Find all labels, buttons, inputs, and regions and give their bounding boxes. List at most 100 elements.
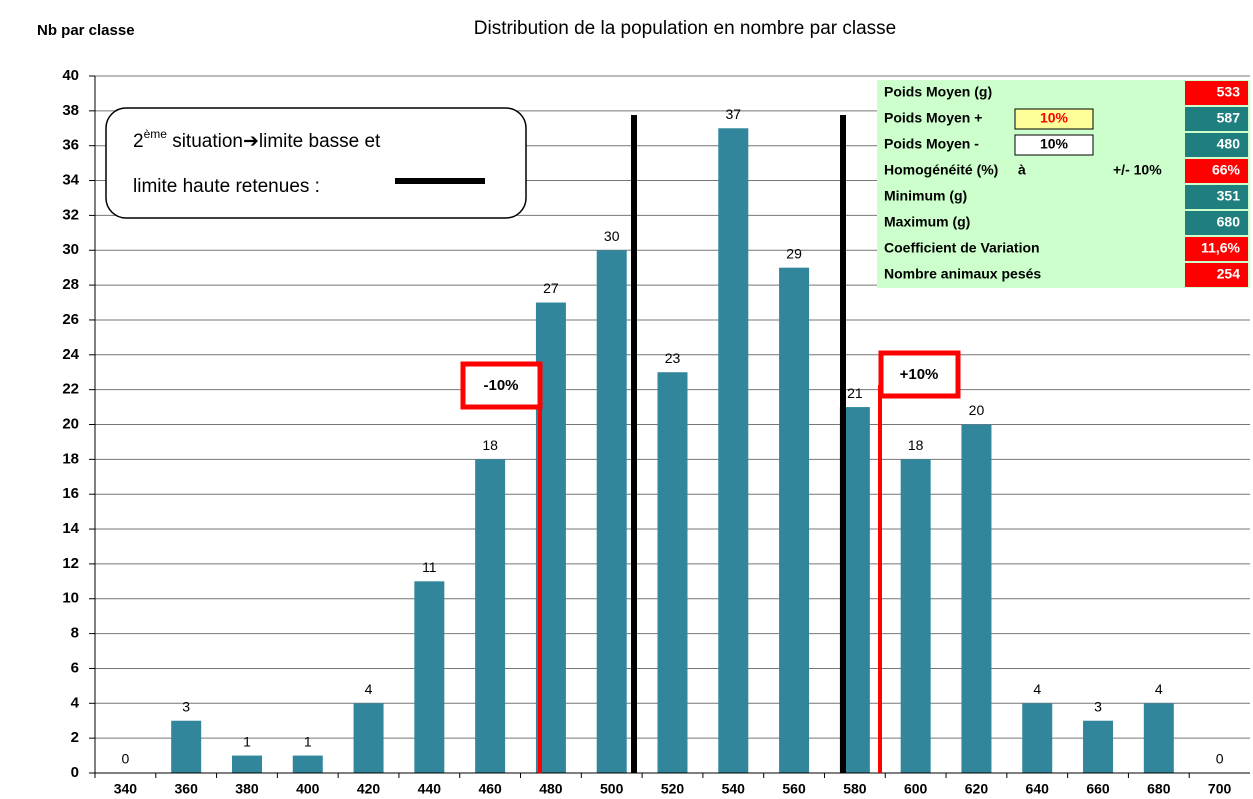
table-value: 533 (1217, 84, 1241, 100)
x-tick-label: 420 (357, 781, 381, 797)
data-label: 20 (969, 402, 985, 418)
data-label: 4 (365, 681, 373, 697)
x-tick-label: 680 (1147, 781, 1171, 797)
limit-label: +10% (900, 366, 939, 383)
table-value: 587 (1217, 110, 1241, 126)
data-label: 0 (121, 751, 129, 767)
callout-part: situation (167, 131, 243, 152)
table-box (1014, 108, 1094, 130)
data-label: 0 (1216, 751, 1224, 767)
bar (718, 128, 749, 773)
table-label: Maximum (g) (884, 214, 970, 230)
table-text: à (1018, 162, 1026, 178)
y-tick-label: 20 (62, 415, 79, 432)
x-tick-label: 580 (843, 781, 867, 797)
y-tick-label: 36 (62, 137, 79, 154)
x-tick-label: 560 (782, 781, 806, 797)
y-tick-label: 10 (62, 590, 79, 607)
x-tick-label: 460 (478, 781, 502, 797)
data-label: 11 (422, 559, 437, 575)
bar (1083, 720, 1114, 773)
x-tick-label: 600 (904, 781, 928, 797)
table-value-cell (1185, 107, 1248, 131)
table-value: 66% (1212, 162, 1241, 178)
limit-box (878, 350, 961, 399)
table-label: Poids Moyen + (884, 110, 982, 126)
x-tick-label: 660 (1086, 781, 1110, 797)
x-tick-label: 520 (661, 781, 685, 797)
table-box (1014, 134, 1094, 156)
data-label: 3 (1094, 698, 1102, 714)
callout-text: 2ème situation➔limite basse et (133, 127, 381, 152)
y-tick-label: 28 (62, 276, 79, 293)
y-tick-label: 16 (62, 485, 79, 502)
y-tick-label: 30 (62, 241, 79, 258)
limit-label: -10% (483, 377, 518, 394)
y-axis-title: Nb par classe (37, 22, 135, 39)
data-label: 27 (543, 280, 559, 296)
bar (353, 703, 384, 773)
y-tick-label: 24 (62, 346, 79, 363)
bar (596, 250, 627, 773)
table-label: Poids Moyen - (884, 136, 979, 152)
table-value-cell (1185, 237, 1248, 261)
y-tick-label: 34 (62, 172, 79, 189)
data-label: 1 (304, 733, 312, 749)
y-tick-label: 32 (62, 206, 79, 223)
table-value-cell (1185, 81, 1248, 105)
callout-text: limite haute retenues : (133, 176, 320, 197)
y-tick-label: 18 (62, 450, 79, 467)
y-tick-label: 38 (62, 102, 79, 119)
table-value-cell (1185, 211, 1248, 235)
y-tick-label: 0 (71, 764, 79, 781)
table-value: 480 (1217, 136, 1241, 152)
chart-title: Distribution de la population en nombre … (474, 18, 896, 39)
table-label: Poids Moyen (g) (884, 84, 992, 100)
x-tick-label: 540 (722, 781, 746, 797)
x-tick-label: 400 (296, 781, 320, 797)
data-label: 30 (604, 228, 620, 244)
table-value: 351 (1217, 188, 1241, 204)
table-value: 11,6% (1201, 240, 1240, 256)
bar (171, 720, 202, 773)
table-label: Minimum (g) (884, 188, 967, 204)
x-tick-label: 500 (600, 781, 624, 797)
callout-part: 2 (133, 131, 144, 152)
y-tick-label: 2 (71, 729, 79, 746)
y-tick-label: 4 (71, 694, 80, 711)
data-label: 37 (726, 106, 742, 122)
callout-part: limite basse et (259, 131, 381, 152)
table-value-cell (1185, 263, 1248, 287)
data-label: 3 (182, 698, 190, 714)
data-label: 4 (1033, 681, 1041, 697)
table-value-cell (1185, 159, 1248, 183)
callout-part: ➔ (243, 131, 259, 152)
y-tick-label: 6 (71, 659, 79, 676)
x-tick-label: 380 (235, 781, 259, 797)
table-value-cell (1185, 133, 1248, 157)
x-tick-label: 360 (175, 781, 199, 797)
bar (900, 459, 931, 773)
table-value: 680 (1217, 214, 1241, 230)
limit-box (460, 361, 543, 410)
bar (292, 755, 323, 773)
data-label: 21 (847, 385, 863, 401)
x-tick-label: 480 (539, 781, 563, 797)
bar (414, 581, 445, 773)
data-label: 18 (482, 437, 498, 453)
data-label: 1 (243, 733, 251, 749)
bar (657, 372, 688, 773)
bar (1143, 703, 1174, 773)
bar (475, 459, 506, 773)
y-tick-label: 40 (62, 67, 79, 84)
table-label: Coefficient de Variation (884, 240, 1040, 256)
table-box-text: 10% (1040, 136, 1069, 152)
data-label: 23 (665, 350, 681, 366)
x-tick-label: 340 (114, 781, 138, 797)
x-tick-label: 700 (1208, 781, 1232, 797)
table-label: Nombre animaux pesés (884, 266, 1041, 282)
x-tick-label: 620 (965, 781, 989, 797)
callout-box (105, 107, 527, 219)
data-label: 29 (786, 245, 802, 261)
